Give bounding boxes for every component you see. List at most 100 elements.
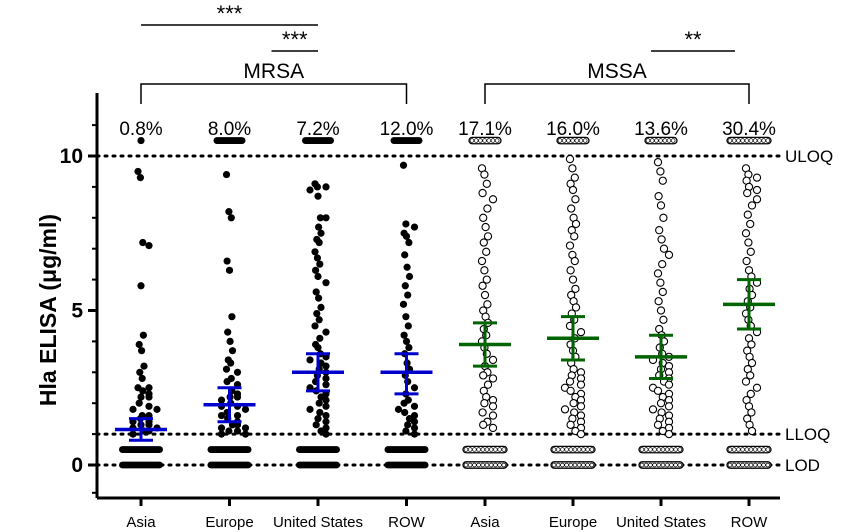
point bbox=[153, 405, 161, 413]
point bbox=[404, 421, 412, 429]
point bbox=[315, 223, 323, 231]
censored-point bbox=[469, 138, 475, 143]
censored-point bbox=[486, 138, 492, 143]
point bbox=[322, 214, 330, 222]
censored-point bbox=[551, 447, 557, 452]
point bbox=[479, 238, 488, 247]
point bbox=[566, 420, 575, 429]
point bbox=[311, 248, 319, 256]
x-tick-label: United States bbox=[273, 514, 363, 531]
x-tick-label: Asia bbox=[470, 514, 500, 531]
point bbox=[571, 303, 581, 312]
censored-point bbox=[752, 462, 758, 468]
censored-point bbox=[490, 138, 496, 143]
censored-point bbox=[744, 447, 750, 452]
point bbox=[322, 411, 330, 420]
censored-point bbox=[497, 462, 502, 468]
censored-point bbox=[736, 447, 741, 452]
point bbox=[241, 424, 250, 432]
point bbox=[747, 358, 757, 368]
censored-point bbox=[727, 447, 733, 452]
censored-point bbox=[677, 447, 683, 452]
censored-point bbox=[757, 462, 762, 468]
point bbox=[140, 362, 148, 370]
point bbox=[479, 213, 488, 222]
point bbox=[746, 389, 755, 399]
mean-ci-4 bbox=[380, 352, 433, 396]
point bbox=[322, 183, 330, 191]
point bbox=[136, 174, 144, 182]
point bbox=[659, 244, 669, 253]
point bbox=[316, 214, 324, 222]
point bbox=[135, 399, 143, 407]
point bbox=[746, 219, 755, 229]
censored-point bbox=[581, 447, 586, 452]
point bbox=[570, 232, 579, 241]
point bbox=[402, 337, 411, 345]
censored-point bbox=[564, 462, 569, 468]
censored-point bbox=[740, 138, 745, 143]
point bbox=[402, 313, 410, 321]
censored-point bbox=[585, 462, 590, 468]
censored-point bbox=[472, 447, 477, 452]
point bbox=[746, 371, 755, 380]
point bbox=[405, 272, 414, 281]
point bbox=[311, 322, 319, 330]
censored-point bbox=[748, 462, 754, 468]
censored-point bbox=[670, 138, 676, 143]
point bbox=[145, 421, 153, 429]
censored-point bbox=[727, 462, 733, 468]
x-tick-label: Asia bbox=[126, 514, 156, 531]
point bbox=[752, 185, 762, 195]
point bbox=[314, 272, 322, 281]
point bbox=[403, 263, 411, 271]
censored-point bbox=[494, 138, 500, 143]
point bbox=[653, 158, 663, 167]
point bbox=[656, 278, 665, 287]
point bbox=[322, 396, 330, 404]
point bbox=[138, 374, 146, 383]
censored-point bbox=[744, 462, 750, 468]
censored-point bbox=[648, 447, 653, 452]
point bbox=[399, 161, 408, 169]
censored-point bbox=[568, 462, 574, 468]
censored-point bbox=[666, 138, 672, 143]
point bbox=[478, 281, 487, 290]
point bbox=[664, 380, 674, 389]
censored-point bbox=[761, 138, 766, 143]
censored-point bbox=[639, 447, 645, 452]
mean-ci-7 bbox=[635, 333, 687, 380]
censored-point bbox=[581, 462, 586, 468]
point bbox=[747, 408, 756, 417]
point bbox=[228, 313, 236, 321]
point bbox=[145, 402, 153, 410]
point bbox=[322, 328, 330, 336]
point bbox=[742, 256, 751, 266]
censored-point bbox=[574, 138, 580, 143]
mean-ci-8 bbox=[723, 278, 775, 331]
censored-point bbox=[731, 447, 737, 452]
censored-point bbox=[660, 447, 666, 452]
point bbox=[488, 374, 498, 383]
censored-point bbox=[473, 138, 479, 143]
point bbox=[217, 396, 226, 404]
point bbox=[139, 387, 147, 395]
ref-label-lod: LOD bbox=[785, 456, 820, 475]
censored-point bbox=[137, 136, 145, 145]
point bbox=[747, 201, 757, 210]
point bbox=[224, 328, 232, 336]
point bbox=[241, 405, 250, 413]
point bbox=[129, 405, 137, 413]
censored-band-filled bbox=[119, 461, 163, 469]
point bbox=[743, 188, 752, 198]
point bbox=[410, 424, 419, 432]
censored-point bbox=[585, 447, 590, 452]
y-axis-label: Hla ELISA (μg/ml) bbox=[35, 214, 61, 406]
censored-point bbox=[731, 462, 737, 468]
point bbox=[145, 242, 153, 250]
censored-point bbox=[748, 447, 754, 452]
point bbox=[746, 247, 755, 256]
censored-point bbox=[654, 138, 659, 143]
mean-ci-5 bbox=[459, 321, 511, 368]
point bbox=[568, 164, 577, 173]
